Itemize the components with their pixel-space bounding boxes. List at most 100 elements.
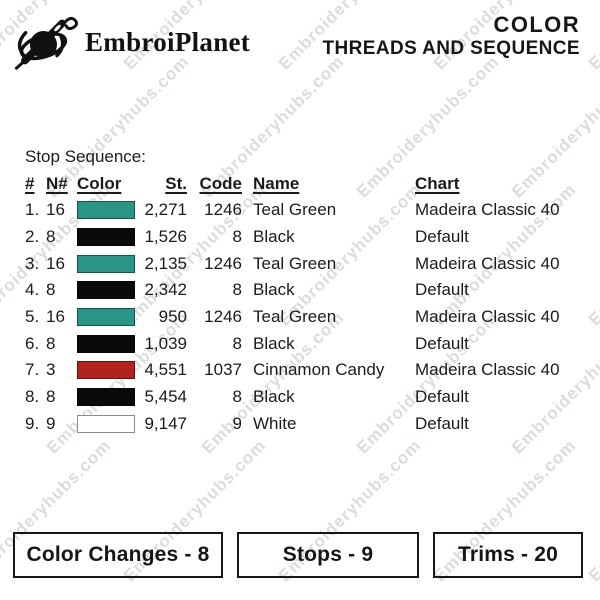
chart-name: Default bbox=[415, 227, 469, 247]
stop-sequence-table: # N# Color St. Code Name Chart 1. 16 2,271… bbox=[25, 171, 585, 437]
stitch-count: 2,342 bbox=[144, 280, 187, 300]
swatch-cell bbox=[77, 414, 139, 433]
column-header-st: St. bbox=[165, 174, 187, 193]
color-name: Teal Green bbox=[253, 307, 337, 327]
row-number: 5. bbox=[25, 307, 40, 327]
color-name: Cinnamon Candy bbox=[253, 360, 385, 380]
color-code: 8 bbox=[232, 333, 242, 353]
color-changes-box: Color Changes - 8 bbox=[13, 532, 223, 578]
color-code: 8 bbox=[232, 387, 242, 407]
brand-logo: EmbroiPlanet bbox=[13, 13, 250, 71]
stitch-count: 2,135 bbox=[144, 253, 187, 273]
needle-number: 8 bbox=[46, 280, 56, 300]
swatch-cell bbox=[77, 201, 139, 220]
color-code: 8 bbox=[232, 227, 242, 247]
needle-number: 8 bbox=[46, 227, 56, 247]
chart-name: Madeira Classic 40 bbox=[415, 360, 560, 380]
stop-sequence-heading: Stop Sequence: bbox=[25, 147, 146, 166]
document-title: COLOR THREADS AND SEQUENCE bbox=[323, 12, 581, 60]
color-name: Black bbox=[253, 387, 295, 407]
chart-name: Default bbox=[415, 280, 469, 300]
color-code: 1246 bbox=[204, 200, 242, 220]
row-number: 7. bbox=[25, 360, 40, 380]
table-header-row: # N# Color St. Code Name Chart bbox=[25, 171, 585, 197]
color-swatch bbox=[77, 254, 135, 273]
needle-number: 8 bbox=[46, 387, 56, 407]
chart-name: Default bbox=[415, 333, 469, 353]
brand-name: EmbroiPlanet bbox=[85, 26, 251, 57]
trims-label: Trims - 20 bbox=[457, 543, 559, 566]
table-row: 9. 9 9,147 9 White Default bbox=[25, 411, 585, 438]
swatch-cell bbox=[77, 254, 139, 273]
stitch-count: 950 bbox=[158, 307, 187, 327]
needle-number: 8 bbox=[46, 333, 56, 353]
row-number: 2. bbox=[25, 227, 40, 247]
needle-number: 16 bbox=[46, 307, 65, 327]
trims-box: Trims - 20 bbox=[433, 532, 583, 578]
table-row: 1. 16 2,271 1246 Teal Green Madeira Classic 4… bbox=[25, 197, 585, 224]
chart-name: Madeira Classic 40 bbox=[415, 253, 560, 273]
row-number: 6. bbox=[25, 333, 40, 353]
color-code: 1246 bbox=[204, 307, 242, 327]
color-name: Teal Green bbox=[253, 200, 337, 220]
row-number: 1. bbox=[25, 200, 40, 220]
needle-thread-planet-icon bbox=[13, 13, 79, 71]
color-code: 1246 bbox=[204, 253, 242, 273]
chart-name: Default bbox=[415, 413, 469, 433]
stitch-count: 5,454 bbox=[144, 387, 187, 407]
color-changes-label: Color Changes - 8 bbox=[26, 543, 210, 566]
color-swatch bbox=[77, 334, 135, 353]
color-swatch bbox=[77, 308, 135, 327]
table-row: 6. 8 1,039 8 Black Default bbox=[25, 330, 585, 357]
swatch-cell bbox=[77, 388, 139, 407]
needle-number: 9 bbox=[46, 413, 56, 433]
stitch-count: 9,147 bbox=[144, 413, 187, 433]
swatch-cell bbox=[77, 228, 139, 247]
table-row: 8. 8 5,454 8 Black Default bbox=[25, 384, 585, 411]
stitch-count: 1,526 bbox=[144, 227, 187, 247]
color-code: 8 bbox=[232, 280, 242, 300]
column-header-color: Color bbox=[77, 174, 122, 193]
column-header-chart: Chart bbox=[415, 174, 460, 193]
swatch-cell bbox=[77, 308, 139, 327]
color-swatch bbox=[77, 414, 135, 433]
stitch-count: 2,271 bbox=[144, 200, 187, 220]
color-swatch bbox=[77, 228, 135, 247]
color-code: 9 bbox=[232, 413, 242, 433]
table-row: 3. 16 2,135 1246 Teal Green Madeira Classic 4… bbox=[25, 250, 585, 277]
table-row: 5. 16 950 1246 Teal Green Madeira Classic 40 bbox=[25, 304, 585, 331]
color-swatch bbox=[77, 388, 135, 407]
color-code: 1037 bbox=[204, 360, 242, 380]
column-header-code: Code bbox=[199, 174, 243, 193]
row-number: 9. bbox=[25, 413, 40, 433]
table-row: 2. 8 1,526 8 Black Default bbox=[25, 224, 585, 251]
color-name: Black bbox=[253, 333, 295, 353]
color-swatch bbox=[77, 201, 135, 220]
stops-box: Stops - 9 bbox=[237, 532, 419, 578]
page-subtitle: THREADS AND SEQUENCE bbox=[322, 38, 580, 59]
table-body: 1. 16 2,271 1246 Teal Green Madeira Classic 4… bbox=[25, 197, 585, 437]
chart-name: Madeira Classic 40 bbox=[415, 200, 560, 220]
needle-number: 3 bbox=[46, 360, 56, 380]
row-number: 4. bbox=[25, 280, 40, 300]
row-number: 3. bbox=[25, 253, 40, 273]
color-name: Black bbox=[253, 227, 295, 247]
color-name: Black bbox=[253, 280, 295, 300]
table-row: 7. 3 4,551 1037 Cinnamon Candy Madeira Classi… bbox=[25, 357, 585, 384]
table-row: 4. 8 2,342 8 Black Default bbox=[25, 277, 585, 304]
swatch-cell bbox=[77, 334, 139, 353]
page-title: COLOR bbox=[493, 12, 580, 37]
stitch-count: 1,039 bbox=[144, 333, 187, 353]
chart-name: Default bbox=[415, 387, 469, 407]
column-header-num: # bbox=[25, 174, 35, 193]
column-header-name: Name bbox=[253, 174, 300, 193]
column-header-needle: N# bbox=[46, 174, 68, 193]
swatch-cell bbox=[77, 361, 139, 380]
chart-name: Madeira Classic 40 bbox=[415, 307, 560, 327]
needle-number: 16 bbox=[46, 200, 65, 220]
color-name: Teal Green bbox=[253, 253, 337, 273]
color-swatch bbox=[77, 361, 135, 380]
color-name: White bbox=[253, 413, 297, 433]
needle-number: 16 bbox=[46, 253, 65, 273]
